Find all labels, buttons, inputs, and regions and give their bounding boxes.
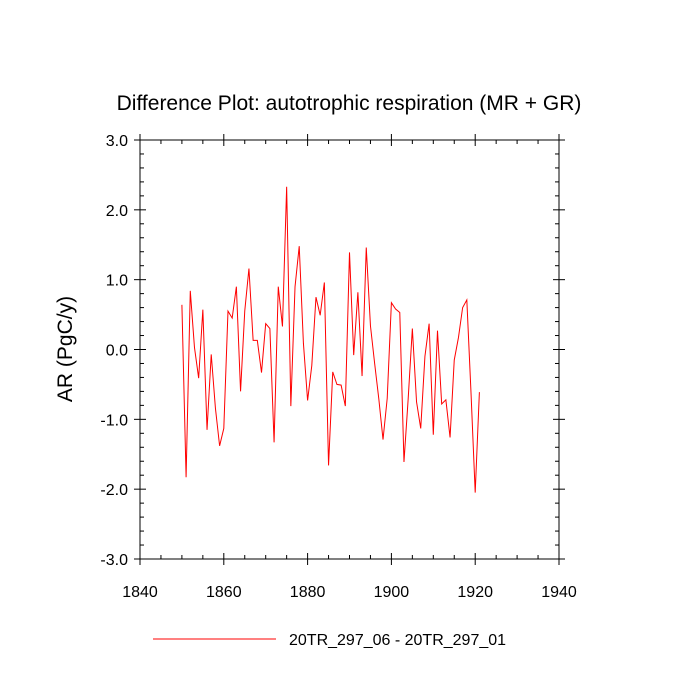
x-tick-label: 1880 [290,584,326,601]
y-axis: -3.0 -2.0 -1.0 0.0 1.0 2.0 3.0 [100,133,565,569]
minor-ticks [140,140,559,559]
y-tick-label: -2.0 [100,482,128,499]
y-tick-label: 3.0 [106,133,128,150]
y-tick-label: -1.0 [100,412,128,429]
plot-border [139,139,560,560]
x-axis: 1840 1860 1880 1900 1920 1940 [122,134,577,601]
y-tick-label: 2.0 [106,203,128,220]
x-tick-label: 1900 [374,584,410,601]
legend: 20TR_297_06 - 20TR_297_01 [153,632,506,649]
series-line [181,186,480,493]
y-tick-label: 0.0 [106,343,128,360]
y-axis-label: AR (PgC/y) [54,296,77,402]
x-tick-label: 1860 [206,584,242,601]
y-tick-label: -3.0 [100,552,128,569]
plot-frame [139,139,560,560]
x-tick-label: 1940 [541,584,577,601]
chart-title: Difference Plot: autotrophic respiration… [117,92,582,115]
series-group [181,186,480,493]
legend-label: 20TR_297_06 - 20TR_297_01 [289,632,506,649]
x-tick-label: 1840 [122,584,158,601]
y-tick-label: 1.0 [106,273,128,290]
x-tick-label: 1920 [457,584,493,601]
